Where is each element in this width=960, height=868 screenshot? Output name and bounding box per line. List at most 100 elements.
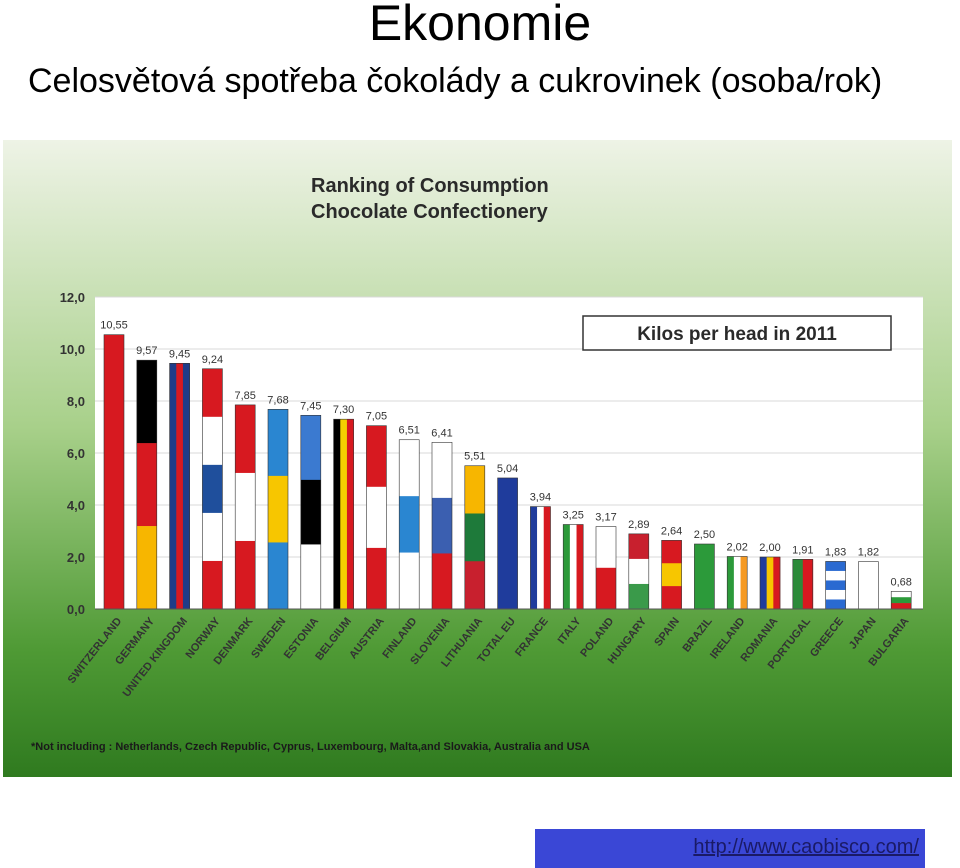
slide-title: Ekonomie	[368, 0, 592, 51]
bar-stripe	[399, 439, 420, 497]
bar-stripe	[235, 540, 256, 610]
bar	[333, 418, 354, 610]
consumption-chart: Ranking of Consumption Chocolate Confecti…	[31, 175, 923, 753]
x-tick-label: GREECE	[808, 615, 846, 659]
bar	[234, 404, 256, 610]
bar-stripe	[399, 496, 420, 553]
bar-stripe	[300, 544, 321, 610]
bar-stripe	[802, 559, 814, 609]
bar-stripe	[268, 542, 288, 610]
bar-stripe	[694, 544, 715, 610]
bar-stripe	[596, 526, 616, 569]
y-tick-label: 8,0	[67, 394, 85, 409]
bar	[267, 409, 289, 610]
bar-stripe	[176, 363, 184, 609]
bar	[628, 533, 650, 610]
bar-stripe	[202, 512, 223, 562]
bar-value-label: 0,68	[890, 576, 911, 588]
bar-stripe	[733, 556, 741, 609]
bar-value-label: 6,51	[398, 425, 419, 437]
bar	[431, 442, 453, 610]
bar-value-label: 9,24	[202, 354, 223, 366]
bar-stripe	[727, 556, 735, 609]
bar-stripe	[792, 559, 804, 609]
bar-stripe	[136, 443, 157, 527]
bar-stripe	[858, 561, 879, 610]
bar-stripe	[569, 524, 577, 609]
y-tick-label: 2,0	[67, 550, 85, 565]
x-tick-label: FRANCE	[513, 615, 551, 659]
bar-stripe	[530, 506, 538, 609]
chart-title-line: Ranking of Consumption	[311, 175, 549, 197]
bar-stripe	[464, 513, 485, 562]
chart-panel: Ranking of Consumption Chocolate Confecti…	[3, 140, 952, 777]
bar-value-label: 7,05	[366, 411, 387, 423]
bar-value-label: 2,64	[661, 525, 682, 537]
x-tick-label: SWITZERLAND	[66, 615, 125, 686]
bar	[530, 506, 551, 610]
legend-text: Kilos per head in 2011	[637, 324, 837, 345]
y-tick-label: 6,0	[67, 446, 85, 461]
bar-value-label: 1,91	[792, 544, 813, 556]
bar	[890, 591, 912, 610]
x-tick-label: ITALY	[556, 615, 584, 647]
bar-value-label: 10,55	[100, 320, 128, 332]
bar-stripe	[464, 465, 485, 514]
bar	[726, 556, 748, 610]
bar-stripe	[825, 580, 846, 591]
bar-stripe	[268, 475, 288, 543]
bar-stripe	[825, 589, 846, 600]
bar-stripe	[825, 561, 846, 572]
bar-stripe	[464, 561, 485, 610]
bar-stripe	[104, 334, 124, 610]
bar	[759, 556, 781, 610]
bar	[398, 439, 420, 610]
bar-value-label: 7,45	[300, 400, 321, 412]
bar-stripe	[366, 486, 387, 549]
slide-subtitle: Celosvětová spotřeba čokolády a cukrovin…	[28, 62, 883, 100]
bar-value-label: 9,57	[136, 345, 157, 357]
bar-stripe	[169, 363, 177, 609]
bar-stripe	[661, 540, 682, 564]
x-tick-label: BRAZIL	[680, 615, 714, 654]
bar-stripe	[543, 506, 551, 609]
bar-stripe	[136, 526, 157, 610]
bar-stripe	[432, 553, 452, 610]
bar	[497, 477, 518, 610]
bar	[464, 465, 486, 610]
chart-footnote: *Not including : Netherlands, Czech Repu…	[31, 741, 590, 753]
bar-stripe	[136, 360, 157, 444]
bar-stripe	[235, 404, 256, 474]
bar	[694, 543, 715, 610]
bar	[825, 561, 846, 610]
bar-stripe	[661, 586, 682, 610]
bar-stripe	[825, 599, 846, 610]
bar-stripe	[628, 558, 649, 585]
bar-stripe	[235, 472, 256, 542]
bar	[136, 359, 158, 610]
bar	[858, 561, 879, 610]
bar	[103, 334, 125, 610]
source-link[interactable]: http://www.caobisco.com/	[693, 836, 919, 858]
bar-value-label: 7,30	[333, 404, 354, 416]
bar-stripe	[740, 556, 748, 609]
bar-stripe	[661, 563, 682, 587]
bar-stripe	[432, 497, 452, 554]
bar-stripe	[891, 597, 912, 604]
bar	[202, 368, 223, 610]
bar-stripe	[202, 416, 223, 466]
bar-stripe	[773, 557, 781, 609]
bar-stripe	[366, 425, 387, 488]
y-tick-label: 12,0	[60, 290, 85, 305]
bar-stripe	[537, 506, 545, 609]
bar-stripe	[202, 560, 223, 610]
bar-value-label: 3,17	[595, 512, 616, 524]
bar-stripe	[891, 591, 912, 598]
bar	[661, 540, 682, 610]
bar-stripe	[432, 442, 452, 499]
bar-stripe	[766, 557, 774, 609]
bar-stripe	[202, 464, 223, 514]
bar	[366, 425, 387, 610]
bar-value-label: 7,68	[267, 394, 288, 406]
bar-stripe	[202, 368, 223, 418]
